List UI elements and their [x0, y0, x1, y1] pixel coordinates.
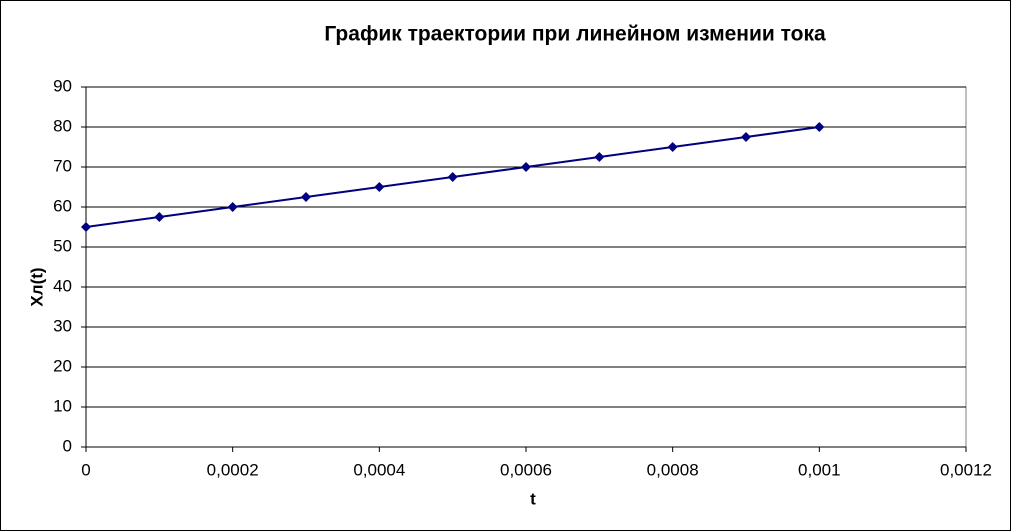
marker — [741, 132, 751, 142]
y-tick-label: 20 — [53, 356, 72, 375]
y-axis-label: Хл(t) — [27, 267, 46, 306]
y-tick-label: 60 — [53, 196, 72, 215]
x-tick-label: 0 — [81, 460, 90, 479]
y-tick-label: 90 — [53, 76, 72, 95]
x-tick-label: 0,001 — [798, 460, 841, 479]
x-tick-label: 0,0006 — [500, 460, 552, 479]
x-tick-label: 0,0008 — [647, 460, 699, 479]
y-tick-label: 0 — [63, 436, 72, 455]
chart-title: График траектории при линейном измении т… — [324, 23, 826, 46]
y-tick-label: 80 — [53, 116, 72, 135]
x-axis-label: t — [530, 489, 536, 508]
y-tick-label: 50 — [53, 236, 72, 255]
marker — [301, 192, 311, 202]
marker — [667, 142, 678, 152]
x-tick-label: 0,0012 — [940, 460, 992, 479]
marker — [374, 182, 385, 192]
x-tick-label: 0,0004 — [353, 460, 405, 479]
marker — [227, 202, 238, 212]
plot-area — [85, 86, 967, 448]
y-tick-label: 70 — [53, 156, 72, 175]
marker — [447, 172, 458, 182]
y-tick-label: 40 — [53, 276, 72, 295]
x-tick-label: 0,0002 — [207, 460, 259, 479]
y-tick-label: 10 — [53, 396, 72, 415]
y-tick-label: 30 — [53, 316, 72, 335]
marker — [594, 152, 605, 162]
marker — [81, 222, 91, 232]
marker — [521, 162, 531, 172]
marker — [154, 212, 165, 222]
marker — [814, 122, 825, 132]
